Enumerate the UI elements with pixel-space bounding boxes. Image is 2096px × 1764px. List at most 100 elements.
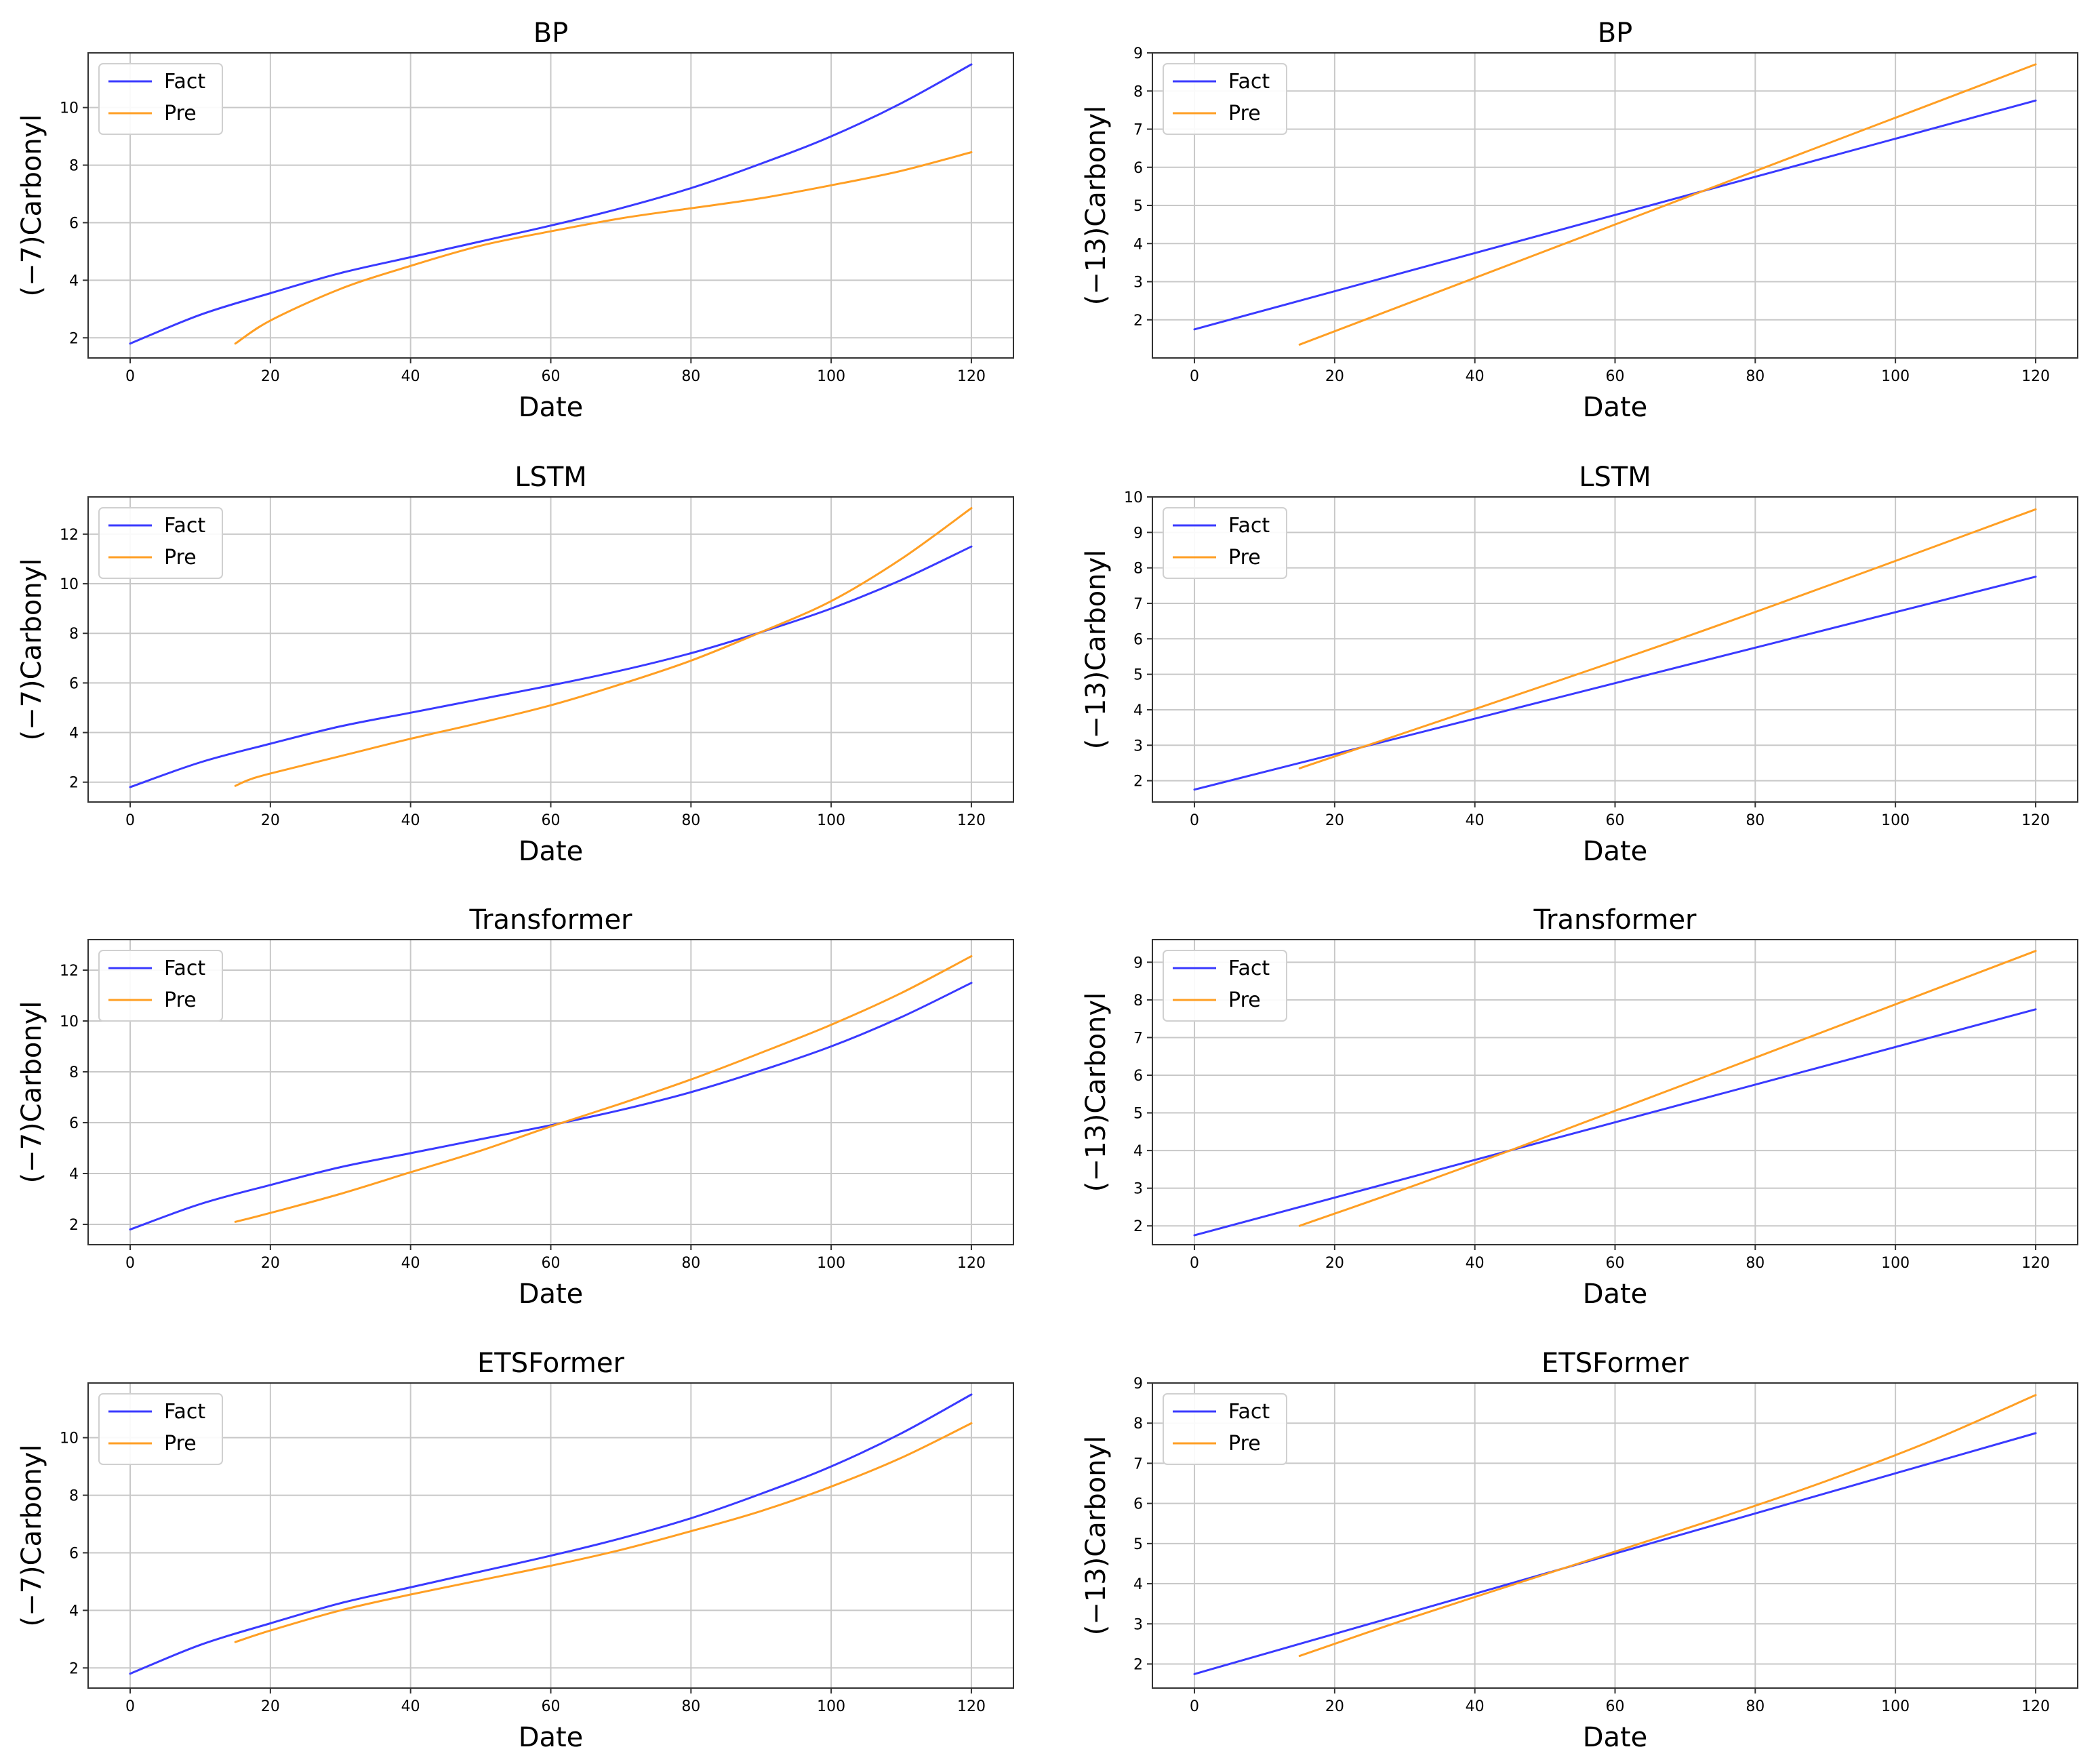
- x-axis-label: Date: [1583, 836, 1648, 867]
- chart-title: ETSFormer: [477, 1348, 624, 1379]
- x-tick-label: 120: [2021, 812, 2050, 829]
- y-tick-label: 2: [69, 1217, 79, 1234]
- x-tick-label: 0: [125, 368, 135, 385]
- y-tick-label: 10: [60, 100, 79, 117]
- series-line-pre: [234, 151, 973, 345]
- x-tick-label: 60: [542, 1255, 561, 1272]
- x-tick-label: 40: [401, 812, 420, 829]
- y-axis-label: (−13)Carbonyl: [1081, 1436, 1112, 1636]
- legend-label-fact: Fact: [164, 1400, 205, 1424]
- y-tick-label: 8: [1133, 1416, 1143, 1432]
- y-tick-label: 7: [1133, 122, 1143, 139]
- legend-label-fact: Fact: [1228, 957, 1270, 980]
- x-tick-label: 120: [957, 1255, 986, 1272]
- y-tick-label: 8: [69, 1488, 79, 1505]
- x-tick-label: 20: [261, 1698, 280, 1715]
- series-line-fact: [1193, 1008, 2037, 1237]
- gridlines: [88, 940, 1013, 1245]
- y-tick-label: 4: [69, 1603, 79, 1620]
- x-tick-label: 0: [125, 1698, 135, 1715]
- x-axis-label: Date: [1583, 392, 1648, 423]
- series-line-fact: [1193, 576, 2037, 791]
- gridlines: [88, 497, 1013, 802]
- legend-label-pre: Pre: [1228, 988, 1261, 1012]
- chart-title: Transformer: [1533, 904, 1697, 936]
- y-tick-label: 6: [1133, 160, 1143, 177]
- y-tick-label: 12: [60, 963, 79, 980]
- chart-title: BP: [533, 18, 569, 49]
- x-tick-label: 40: [1466, 1698, 1485, 1715]
- y-axis-label: (−13)Carbonyl: [1081, 993, 1112, 1192]
- y-tick-label: 10: [60, 576, 79, 593]
- x-axis-label: Date: [1583, 1279, 1648, 1310]
- y-tick-label: 8: [1133, 993, 1143, 1009]
- x-tick-label: 80: [1746, 1255, 1765, 1272]
- legend-label-fact: Fact: [1228, 70, 1270, 94]
- x-tick-label: 40: [401, 1255, 420, 1272]
- x-axis-label: Date: [1583, 1722, 1648, 1753]
- series-line-pre: [1298, 508, 2037, 769]
- y-tick-label: 2: [1133, 313, 1143, 329]
- gridlines: [1152, 1382, 2078, 1688]
- x-tick-label: 120: [2021, 1255, 2050, 1272]
- legend-label-pre: Pre: [164, 1432, 197, 1456]
- y-tick-label: 8: [1133, 561, 1143, 578]
- series-line-fact: [129, 63, 973, 345]
- y-tick-label: 8: [69, 1064, 79, 1081]
- legend: Fact Pre: [1163, 950, 1287, 1022]
- series-line-pre: [1298, 63, 2037, 346]
- x-axis-label: Date: [519, 1279, 584, 1310]
- series-line-fact: [129, 982, 973, 1230]
- x-tick-label: 0: [1190, 1255, 1199, 1272]
- series-line-fact: [129, 1393, 973, 1675]
- series-line-pre: [1298, 1394, 2037, 1658]
- y-tick-label: 6: [1133, 631, 1143, 648]
- y-tick-label: 10: [1124, 489, 1143, 506]
- y-tick-label: 5: [1133, 198, 1143, 215]
- chart-title: LSTM: [515, 462, 587, 493]
- y-tick-label: 2: [1133, 774, 1143, 790]
- x-tick-label: 80: [1746, 368, 1765, 385]
- legend: Fact Pre: [98, 950, 223, 1022]
- y-tick-label: 4: [1133, 1576, 1143, 1593]
- y-tick-label: 4: [1133, 702, 1143, 719]
- series-line-pre: [234, 1422, 973, 1643]
- y-axis-label: (−7)Carbonyl: [16, 114, 47, 296]
- x-tick-label: 60: [1606, 368, 1625, 385]
- legend: Fact Pre: [1163, 507, 1287, 579]
- y-tick-label: 6: [69, 1115, 79, 1132]
- x-tick-label: 20: [261, 812, 280, 829]
- legend-label-fact: Fact: [164, 957, 205, 980]
- x-tick-label: 60: [1606, 812, 1625, 829]
- legend: Fact Pre: [98, 63, 223, 135]
- x-tick-label: 80: [681, 368, 700, 385]
- gridlines: [1152, 52, 2078, 358]
- y-tick-label: 3: [1133, 1616, 1143, 1633]
- x-tick-label: 100: [817, 812, 845, 829]
- x-tick-label: 80: [681, 812, 700, 829]
- x-tick-label: 20: [1325, 1698, 1344, 1715]
- x-tick-label: 60: [1606, 1255, 1625, 1272]
- chart-panel-8: ETSFormer 0 20 40 60 80 100 120 2 3 4 5 6 7 8 9 Date (−13…: [1081, 1348, 2078, 1753]
- x-tick-label: 80: [1746, 1698, 1765, 1715]
- y-tick-label: 2: [1133, 1656, 1143, 1673]
- x-tick-label: 80: [1746, 812, 1765, 829]
- x-tick-label: 0: [125, 1255, 135, 1272]
- y-tick-label: 6: [1133, 1068, 1143, 1085]
- x-tick-label: 60: [1606, 1698, 1625, 1715]
- y-tick-label: 6: [1133, 1496, 1143, 1513]
- x-tick-label: 100: [817, 1255, 845, 1272]
- y-tick-label: 7: [1133, 1456, 1143, 1472]
- y-tick-label: 12: [60, 527, 79, 544]
- x-tick-label: 0: [1190, 812, 1199, 829]
- x-tick-label: 120: [957, 812, 986, 829]
- gridlines: [1152, 940, 2078, 1245]
- y-tick-label: 2: [69, 775, 79, 792]
- x-tick-label: 40: [1466, 1255, 1485, 1272]
- x-tick-label: 0: [1190, 1698, 1199, 1715]
- series-line-fact: [1193, 99, 2037, 331]
- x-tick-label: 100: [817, 368, 845, 385]
- x-tick-label: 0: [1190, 368, 1199, 385]
- legend-label-fact: Fact: [164, 70, 205, 94]
